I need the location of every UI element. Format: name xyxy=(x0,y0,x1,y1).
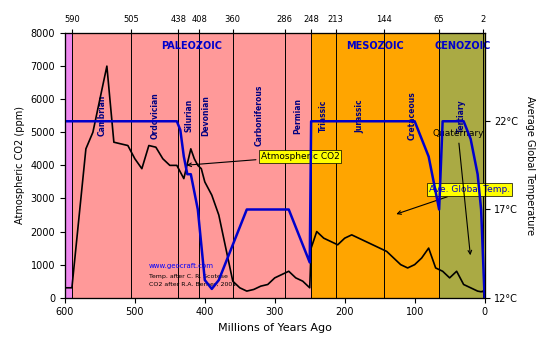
Text: Jurassic: Jurassic xyxy=(356,99,365,133)
Text: Tertiary: Tertiary xyxy=(457,99,466,133)
Text: Atmospheric CO2: Atmospheric CO2 xyxy=(188,152,339,167)
Text: Cambrian: Cambrian xyxy=(97,95,107,136)
Text: CENOZOIC: CENOZOIC xyxy=(434,41,491,51)
Text: PALEOZOIC: PALEOZOIC xyxy=(161,41,222,51)
Y-axis label: Average Global Temperature: Average Global Temperature xyxy=(525,96,535,235)
Text: Ordovician: Ordovician xyxy=(151,92,160,139)
Y-axis label: Atmospheric CO2 (ppm): Atmospheric CO2 (ppm) xyxy=(15,106,25,224)
Text: Triassic: Triassic xyxy=(319,100,328,132)
X-axis label: Millions of Years Ago: Millions of Years Ago xyxy=(218,323,332,333)
Text: Ave. Global Temp.: Ave. Global Temp. xyxy=(398,185,510,214)
Text: MESOZOIC: MESOZOIC xyxy=(346,41,404,51)
Text: CO2 after R.A. Berner, 2001: CO2 after R.A. Berner, 2001 xyxy=(149,282,236,287)
Text: www.geocraft.com: www.geocraft.com xyxy=(149,263,214,269)
Text: Carboniferous: Carboniferous xyxy=(254,85,263,147)
Bar xyxy=(65,33,72,298)
Text: Devonian: Devonian xyxy=(201,95,210,136)
Bar xyxy=(72,33,311,298)
Bar xyxy=(311,33,439,298)
Text: Permian: Permian xyxy=(293,98,303,134)
Text: Cretaceous: Cretaceous xyxy=(408,92,416,140)
Text: Temp. after C. R. Scotese: Temp. after C. R. Scotese xyxy=(149,274,228,279)
Text: Silurian: Silurian xyxy=(184,99,193,132)
Text: Quaternary: Quaternary xyxy=(432,129,483,254)
Bar xyxy=(439,33,485,298)
